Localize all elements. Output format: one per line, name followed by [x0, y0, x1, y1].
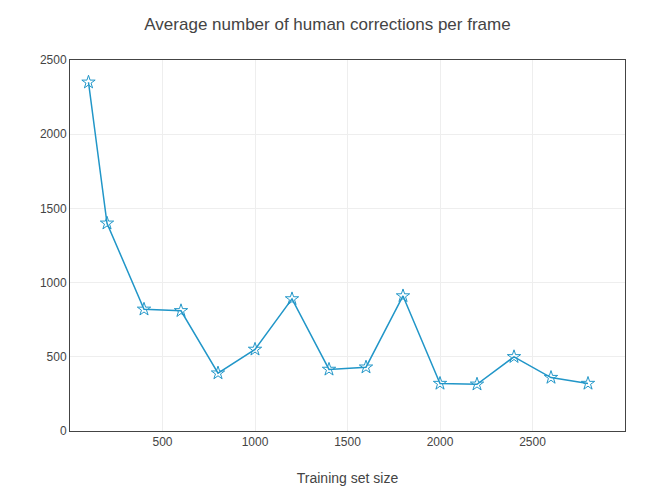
svg-text:2000: 2000 — [40, 127, 67, 141]
svg-text:1500: 1500 — [334, 435, 361, 449]
svg-text:1500: 1500 — [40, 202, 67, 216]
svg-text:1000: 1000 — [242, 435, 269, 449]
svg-text:0: 0 — [60, 424, 67, 438]
svg-text:2500: 2500 — [40, 53, 67, 67]
svg-text:2500: 2500 — [519, 435, 546, 449]
svg-text:1000: 1000 — [40, 276, 67, 290]
svg-text:500: 500 — [47, 350, 67, 364]
svg-text:Training set size: Training set size — [297, 470, 399, 486]
svg-text:2000: 2000 — [427, 435, 454, 449]
svg-text:500: 500 — [152, 435, 172, 449]
svg-text:Average number of human correc: Average number of human corrections per … — [144, 15, 510, 34]
